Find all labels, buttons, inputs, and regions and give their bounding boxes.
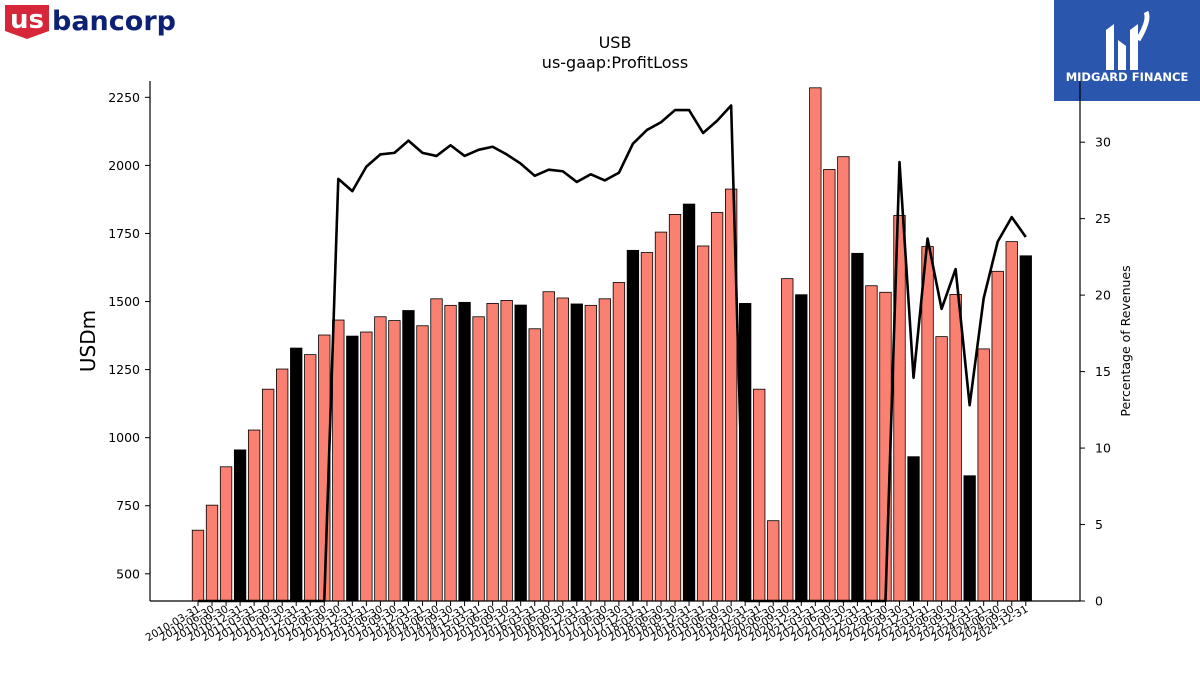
bar-2013-03-31 [360,331,373,602]
usbancorp-logo: us bancorp [5,5,176,39]
bar-2013-12-31 [402,310,415,602]
logo-shield [5,5,49,39]
bar-2017-06-30 [598,298,612,602]
bar-2010-12-31 [233,449,247,602]
y2-tick-label: 15 [1095,364,1111,379]
bar-2015-12-31 [514,304,527,602]
bar-2015-03-31 [472,316,485,602]
bar-2023-12-31 [963,475,976,602]
y2-tick-label: 20 [1095,288,1111,303]
axes-group: 500 750 1000 1250 1500 1750 2000 2250 0 5 10 15 20 25… [108,81,1111,644]
logo-bancorp-text: bancorp [52,6,176,37]
bar-2022-03-31 [865,285,878,602]
y-tick-label: 2250 [108,90,140,105]
y-tick-label: 1500 [108,294,140,309]
y-axis-label: USDm [76,310,100,372]
bar-2023-06-30 [935,336,948,602]
bar-2017-09-30 [612,282,626,602]
y2-tick-label: 10 [1095,441,1111,456]
bar-2015-06-30 [486,303,499,602]
bar-2010-03-31 [191,529,205,602]
bar-2021-06-30 [823,169,836,602]
bar-2015-09-30 [500,300,513,602]
percentage-line-group [198,104,1027,603]
bar-2014-12-31 [458,301,471,602]
y2-tick-label: 30 [1095,135,1111,150]
bar-2019-03-31 [696,245,710,602]
bar-2024-12-31 [1019,255,1032,602]
bar-2012-03-31 [304,354,317,602]
bar-2016-09-30 [556,297,569,602]
bar-2016-06-30 [542,291,555,602]
bar-2020-06-30 [767,520,780,602]
midgard-emblem-icon: MIDGARD FINANCE [1066,10,1189,84]
bar-2013-06-30 [374,316,387,602]
bar-2012-09-30 [332,319,345,602]
bar-2018-03-31 [640,252,654,602]
bar-2020-09-30 [781,278,794,602]
bar-2023-03-31 [921,246,934,602]
bar-2014-06-30 [430,298,443,602]
bar-2014-09-30 [444,304,457,602]
bar-2011-12-31 [290,347,303,602]
logo-us-text: us [10,5,44,35]
y2-tick-label: 25 [1095,211,1111,226]
y2-axis-label: Percentage of Revenues [1118,265,1133,416]
percentage-of-revenues-line [198,104,1027,603]
bar-2014-03-31 [416,325,429,602]
bar-2021-09-30 [837,156,850,602]
bar-2010-09-30 [219,466,233,602]
y-tick-label: 1250 [108,362,140,377]
bar-2017-03-31 [584,304,597,602]
bar-2019-06-30 [710,212,724,602]
bar-2011-06-30 [261,388,275,602]
bar-2018-09-30 [668,213,682,602]
bar-2024-09-30 [1005,241,1018,602]
chart-subtitle: us-gaap:ProfitLoss [542,53,688,72]
bar-2011-03-31 [247,429,261,602]
bar-2010-06-30 [205,504,219,602]
bar-2020-03-31 [753,388,766,602]
bar-2012-12-31 [346,335,359,602]
y-tick-label: 500 [116,566,140,581]
bar-2020-12-31 [795,294,808,602]
y-tick-label: 1000 [108,430,140,445]
bar-2016-12-31 [570,303,583,602]
y-tick-label: 750 [116,498,140,513]
midgard-finance-text: MIDGARD FINANCE [1066,70,1189,84]
bar-2024-03-31 [977,348,990,602]
y2-tick-label: 5 [1095,517,1103,532]
chart-title: USB [599,33,632,52]
bars-group [191,87,1032,602]
bar-2018-12-31 [682,203,696,602]
y-tick-label: 1750 [108,226,140,241]
bar-2013-09-30 [388,320,401,602]
bar-2018-06-30 [654,231,668,602]
bar-2023-09-30 [949,294,962,602]
midgard-finance-badge: MIDGARD FINANCE [1054,0,1200,101]
bar-2016-03-31 [528,328,541,602]
bar-2022-12-31 [907,456,920,602]
bar-2021-03-31 [809,87,822,602]
bar-2011-09-30 [276,368,289,602]
y2-tick-label: 0 [1095,594,1103,609]
bar-2021-12-31 [851,252,864,602]
bar-2024-06-30 [991,270,1004,602]
y-tick-label: 2000 [108,158,140,173]
bar-2017-12-31 [626,249,640,602]
